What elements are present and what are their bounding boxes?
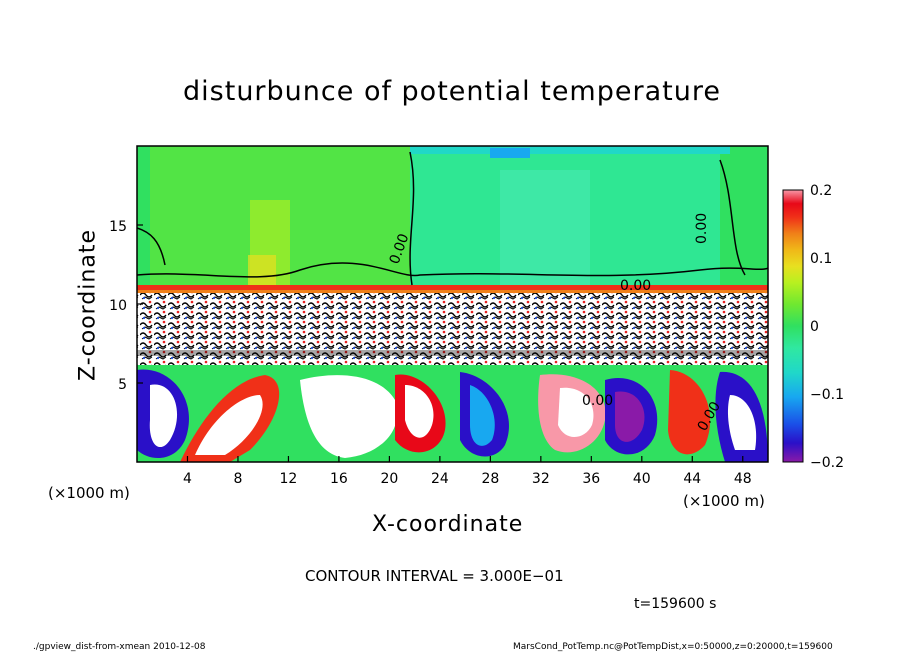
x-tick-label: 36 (582, 471, 600, 487)
y-unit-label: (×1000 m) (48, 484, 130, 502)
footer-script: ./gpview_dist-from-xmean 2010-12-08 (33, 642, 206, 652)
colorbar-tick-label: 0.2 (810, 183, 832, 199)
colorbar-tick-label: 0.1 (810, 251, 832, 267)
x-tick-label: 24 (431, 471, 449, 487)
x-tick-label: 44 (683, 471, 701, 487)
x-axis-ticks: 4 8 12 16 20 24 28 32 36 40 44 48 (183, 456, 752, 487)
colorbar-tick-label: −0.2 (810, 455, 844, 471)
colorbar-ticks: 0.2 0.1 0 −0.1 −0.2 (810, 183, 844, 471)
x-tick-label: 40 (633, 471, 651, 487)
contour-label: 0.00 (582, 393, 613, 409)
y-tick-label: 10 (109, 298, 127, 314)
x-axis-label: X-coordinate (372, 512, 524, 537)
x-tick-label: 20 (380, 471, 398, 487)
contour-interval: CONTOUR INTERVAL = 3.000E−01 (305, 567, 564, 585)
x-tick-label: 16 (330, 471, 348, 487)
footer-source: MarsCond_PotTemp.nc@PotTempDist,x=0:5000… (513, 642, 833, 652)
x-tick-label: 8 (233, 471, 242, 487)
contour-label: 0.00 (694, 213, 710, 244)
colorbar (782, 189, 804, 463)
y-axis-ticks: 5 10 15 (109, 219, 143, 393)
x-tick-label: 4 (183, 471, 192, 487)
x-tick-label: 32 (532, 471, 550, 487)
y-axis-label: Z-coordinate (75, 229, 101, 381)
time-label: t=159600 s (634, 596, 717, 612)
x-unit-label: (×1000 m) (683, 492, 765, 510)
x-tick-label: 12 (280, 471, 298, 487)
colorbar-tick-label: 0 (810, 319, 819, 335)
colorbar-tick-label: −0.1 (810, 387, 844, 403)
contour-label: 0.00 (620, 278, 651, 294)
chart-title: disturbunce of potential temperature (183, 76, 721, 107)
heatmap-field (137, 146, 768, 462)
y-tick-label: 15 (109, 219, 127, 235)
y-tick-label: 5 (118, 377, 127, 393)
x-tick-label: 28 (481, 471, 499, 487)
x-tick-label: 48 (734, 471, 752, 487)
